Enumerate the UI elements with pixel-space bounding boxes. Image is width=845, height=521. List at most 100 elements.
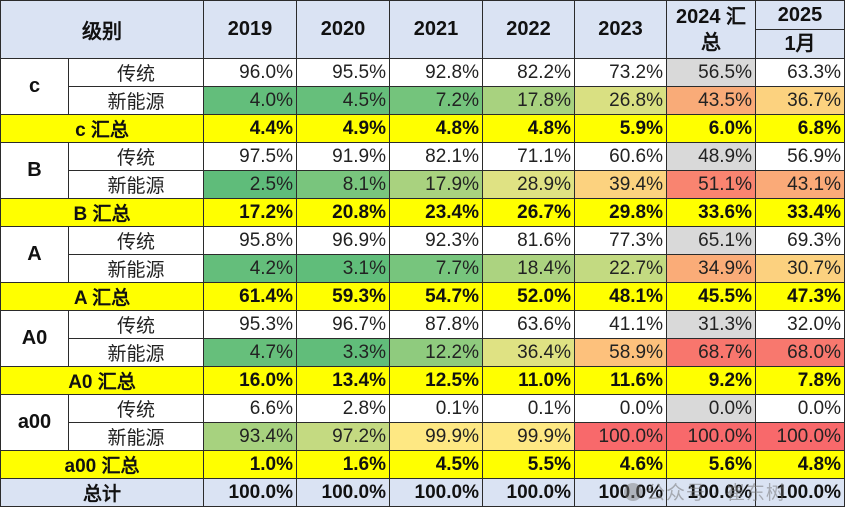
traditional-value: 32.0% [755,310,845,339]
nev-value: 43.1% [755,170,845,199]
traditional-value: 31.3% [666,310,756,339]
traditional-value: 2.8% [296,394,390,423]
traditional-label: 传统 [68,310,204,339]
nev-row: 新能源 2.5% 8.1% 17.9% 28.9% 39.4% 51.1% 43.1% [1,170,845,199]
year-header: 2019 [203,0,297,59]
nev-label: 新能源 [68,422,204,451]
year-header: 2022 [482,0,575,59]
summary-value: 1.0% [203,450,297,479]
nev-row: 新能源 4.0% 4.5% 7.2% 17.8% 26.8% 43.5% 36.7% [1,86,845,115]
total-value: 100.0% [574,478,667,507]
summary-value: 59.3% [296,282,390,311]
summary-value: 6.0% [666,114,756,143]
summary-value: 13.4% [296,366,390,395]
traditional-value: 0.1% [389,394,483,423]
nev-value: 100.0% [574,422,667,451]
market-share-table: 级别 2019 2020 2021 2022 2023 2024 汇 总 202… [0,0,845,507]
nev-value: 28.9% [482,170,575,199]
traditional-value: 0.1% [482,394,575,423]
summary-value: 48.1% [574,282,667,311]
summary-value: 1.6% [296,450,390,479]
traditional-value: 63.3% [755,58,845,87]
total-value: 100.0% [296,478,390,507]
summary-value: 47.3% [755,282,845,311]
traditional-value: 65.1% [666,226,756,255]
total-row: 总计 100.0% 100.0% 100.0% 100.0% 100.0% 100.0% 10… [0,478,845,507]
summary-value: 12.5% [389,366,483,395]
nev-value: 3.1% [296,254,390,283]
traditional-value: 96.0% [203,58,297,87]
summary-value: 52.0% [482,282,575,311]
level-label: A [0,226,69,283]
nev-value: 2.5% [203,170,297,199]
summary-row: A 汇总 61.4% 59.3% 54.7% 52.0% 48.1% 45.5% 47.3% [0,282,845,311]
nev-value: 68.7% [666,338,756,367]
level-header: 级别 [0,0,204,59]
nev-value: 97.2% [296,422,390,451]
year-header-2024-line2: 总 [701,31,721,54]
year-header: 2020 [296,0,390,59]
traditional-value: 56.9% [755,142,845,171]
nev-value: 30.7% [755,254,845,283]
summary-value: 4.8% [389,114,483,143]
nev-label: 新能源 [68,254,204,283]
summary-row: B 汇总 17.2% 20.8% 23.4% 26.7% 29.8% 33.6% 33.4% [0,198,845,227]
traditional-value: 63.6% [482,310,575,339]
nev-value: 68.0% [755,338,845,367]
nev-value: 4.7% [203,338,297,367]
level-label: c [0,58,69,115]
summary-value: 26.7% [482,198,575,227]
level-label: a00 [0,394,69,451]
traditional-label: 传统 [68,394,204,423]
summary-value: 5.6% [666,450,756,479]
level-label: A0 [0,310,69,367]
summary-value: 9.2% [666,366,756,395]
traditional-value: 0.0% [574,394,667,423]
nev-value: 100.0% [666,422,756,451]
traditional-value: 77.3% [574,226,667,255]
nev-value: 22.7% [574,254,667,283]
summary-value: 16.0% [203,366,297,395]
traditional-value: 73.2% [574,58,667,87]
summary-value: 33.6% [666,198,756,227]
level-label: B [0,142,69,199]
nev-value: 3.3% [296,338,390,367]
total-value: 100.0% [482,478,575,507]
header-row: 级别 2019 2020 2021 2022 2023 2024 汇 总 202… [0,0,845,59]
nev-row: 新能源 93.4% 97.2% 99.9% 99.9% 100.0% 100.0% 100.0… [1,422,845,451]
summary-value: 11.6% [574,366,667,395]
nev-value: 26.8% [574,86,667,115]
traditional-value: 48.9% [666,142,756,171]
nev-value: 12.2% [389,338,483,367]
summary-label: B 汇总 [0,198,204,227]
traditional-row: A 传统 95.8% 96.9% 92.3% 81.6% 77.3% 65.1% 69.3% [0,226,845,283]
year-header: 2023 [574,0,667,59]
summary-value: 4.8% [755,450,845,479]
nev-value: 34.9% [666,254,756,283]
traditional-value: 69.3% [755,226,845,255]
summary-value: 11.0% [482,366,575,395]
summary-value: 4.6% [574,450,667,479]
summary-value: 45.5% [666,282,756,311]
summary-label: c 汇总 [0,114,204,143]
traditional-value: 0.0% [666,394,756,423]
nev-label: 新能源 [68,338,204,367]
nev-value: 7.7% [389,254,483,283]
nev-value: 36.4% [482,338,575,367]
traditional-value: 95.3% [203,310,297,339]
summary-value: 17.2% [203,198,297,227]
summary-value: 29.8% [574,198,667,227]
summary-value: 61.4% [203,282,297,311]
traditional-value: 0.0% [755,394,845,423]
total-value: 100.0% [666,478,756,507]
year-header-2025-jan: 2025 1月 [755,0,845,59]
nev-value: 99.9% [482,422,575,451]
summary-label: A 汇总 [0,282,204,311]
traditional-value: 87.8% [389,310,483,339]
summary-value: 54.7% [389,282,483,311]
nev-value: 93.4% [203,422,297,451]
traditional-value: 41.1% [574,310,667,339]
total-value: 100.0% [203,478,297,507]
year-header-2025-line1: 2025 [756,2,844,30]
year-header-2025-line2: 1月 [784,33,816,55]
